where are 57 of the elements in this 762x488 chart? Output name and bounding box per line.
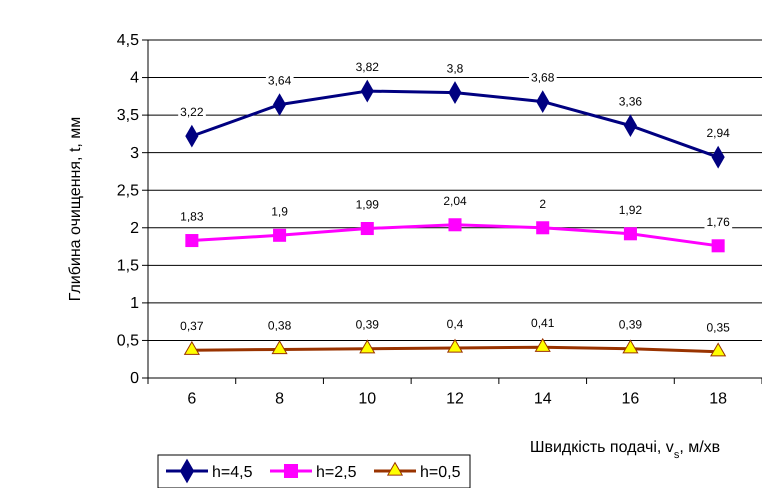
data-label: 1,92 [618, 202, 642, 217]
point [273, 228, 286, 242]
data-label: 2,94 [706, 126, 730, 140]
data-label: 3,36 [618, 94, 642, 109]
y-tick-label: 2 [130, 220, 140, 237]
x-tick-label: 8 [275, 390, 284, 408]
data-label: 3,22 [180, 105, 204, 120]
x-tick-label: 10 [358, 390, 376, 408]
point [535, 338, 550, 352]
point [622, 340, 638, 354]
point [185, 234, 198, 248]
data-label: 0,4 [446, 316, 464, 331]
data-label: 3,82 [356, 60, 380, 74]
y-axis-title: Глибина очищення, t, мм [67, 116, 84, 302]
y-tick-label: 1,5 [116, 257, 140, 274]
data-label: 0,39 [356, 318, 380, 332]
data-label: 0,39 [618, 318, 642, 332]
data-label: 2 [539, 196, 546, 211]
data-label: 0,37 [180, 319, 204, 334]
data-label: 3,8 [446, 62, 464, 76]
y-tick-label: 0,5 [116, 332, 140, 350]
data-label: 1,99 [356, 198, 380, 212]
point [360, 340, 375, 354]
data-label: 2,04 [443, 194, 467, 208]
x-axis-title: Швидкість подачі, v$_{s}$, м/хв [530, 439, 720, 461]
legend-label: h=0,5 [420, 464, 461, 481]
x-tick-label: 6 [187, 390, 196, 408]
y-tick-label: 1 [130, 295, 140, 312]
data-label: 0,35 [706, 320, 730, 335]
data-label: 3,64 [268, 74, 292, 88]
y-tick-label: 4 [130, 70, 140, 87]
point [710, 342, 726, 356]
point [447, 339, 463, 353]
legend-label: h=4,5 [212, 464, 253, 481]
point [184, 341, 200, 355]
legend-label: h=2,5 [316, 464, 357, 481]
point [448, 218, 462, 232]
point [536, 221, 550, 234]
data-label: 0,38 [268, 318, 292, 332]
point [624, 227, 637, 240]
data-label: 3,68 [531, 70, 555, 85]
point [712, 239, 725, 252]
x-tick-label: 18 [709, 390, 728, 408]
x-tick-label: 12 [446, 390, 464, 408]
y-tick-label: 3 [130, 144, 140, 162]
data-label: 0,41 [531, 316, 555, 330]
y-tick-label: 3,5 [116, 107, 140, 124]
x-tick-label: 14 [534, 390, 552, 408]
y-tick-label: 2,5 [116, 182, 140, 200]
point [272, 340, 288, 354]
y-tick-label: 4,5 [116, 32, 140, 50]
data-label: 1,9 [271, 204, 288, 218]
y-tick-label: 0 [130, 370, 140, 388]
point [360, 222, 374, 236]
data-label: 1,83 [180, 210, 204, 224]
data-label: 1,76 [706, 214, 730, 229]
x-tick-label: 16 [622, 390, 640, 408]
